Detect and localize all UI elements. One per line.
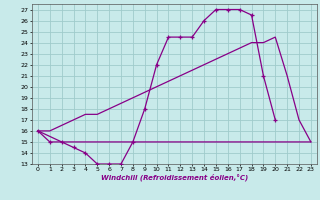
- X-axis label: Windchill (Refroidissement éolien,°C): Windchill (Refroidissement éolien,°C): [101, 174, 248, 181]
